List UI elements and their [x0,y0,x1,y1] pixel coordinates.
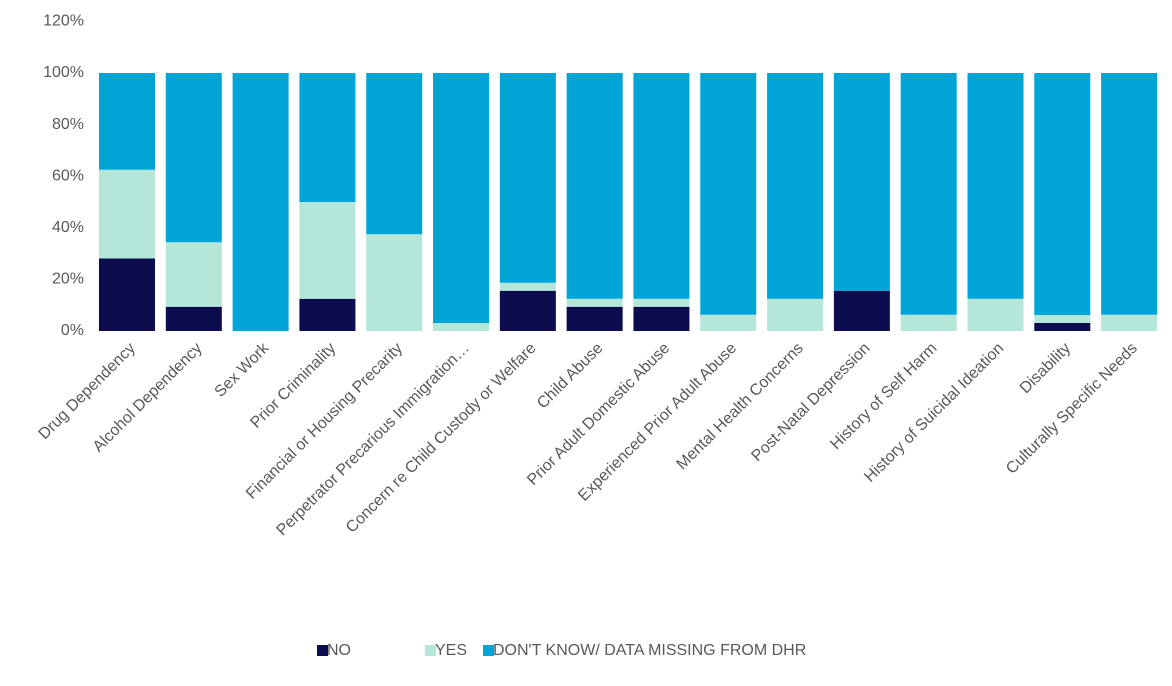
bar-segment [633,306,690,331]
bar-segment [767,73,824,299]
bar-segment [1034,315,1091,324]
bar-segment [900,314,957,331]
x-tick-label: Post-Natal Depression [748,340,873,465]
bar-segment [633,298,690,307]
bar-segment [499,73,556,283]
legend-label: YES [435,642,467,659]
y-tick-label: 40% [52,219,84,236]
bar-segment [165,242,222,307]
bar-segment [833,73,890,291]
x-tick-label: Prior Adult Domestic Abuse [524,340,673,489]
y-tick-label: 60% [52,167,84,184]
bar-segment [1101,73,1158,315]
bar-segment [366,234,423,331]
bar-segment [566,306,623,331]
x-tick-label: Mental Health Concerns [673,340,806,473]
x-tick-label: Disability [1017,340,1074,397]
bar-segment [299,73,356,202]
legend-swatch [483,645,494,656]
bar-segment [566,73,623,299]
legend-label: DON'T KNOW/ DATA MISSING FROM DHR [493,642,806,659]
bar-segment [767,298,824,331]
bar-segment [1101,314,1158,331]
x-tick-label: Alcohol Dependency [90,340,206,456]
bar-segment [1034,323,1091,331]
x-tick-label: History of Suicidal Ideation [861,340,1007,486]
bar-segment [967,73,1024,299]
bar-segment [700,73,757,315]
bar-segment [99,258,156,331]
bar-segment [833,290,890,331]
bar-segment [1034,73,1091,316]
y-tick-label: 80% [52,116,84,133]
bar-segment [700,314,757,331]
x-tick-label: Culturally Specific Needs [1003,340,1141,478]
bar-segment [99,73,156,170]
bar-segment [232,73,289,331]
bar-segment [433,73,490,324]
legend-swatch [425,645,436,656]
y-tick-label: 100% [43,64,84,81]
bar-segment [99,169,156,259]
bar-segment [499,282,556,291]
x-tick-label: Child Abuse [534,340,606,412]
y-tick-label: 0% [61,322,84,339]
y-tick-label: 20% [52,271,84,288]
bar-segment [566,298,623,307]
bar-segment [299,202,356,299]
bar-segment [900,73,957,315]
x-tick-label: Sex Work [212,339,274,401]
bar-segment [165,73,222,243]
legend-swatch [317,645,328,656]
bar-segment [633,73,690,299]
y-tick-label: 120% [43,13,84,30]
bar-segment [967,298,1024,331]
legend-label: NO [327,642,351,659]
bar-segment [165,306,222,331]
bar-segment [299,298,356,331]
bar-segment [366,73,423,235]
bar-segment [433,323,490,331]
bar-segment [499,290,556,331]
